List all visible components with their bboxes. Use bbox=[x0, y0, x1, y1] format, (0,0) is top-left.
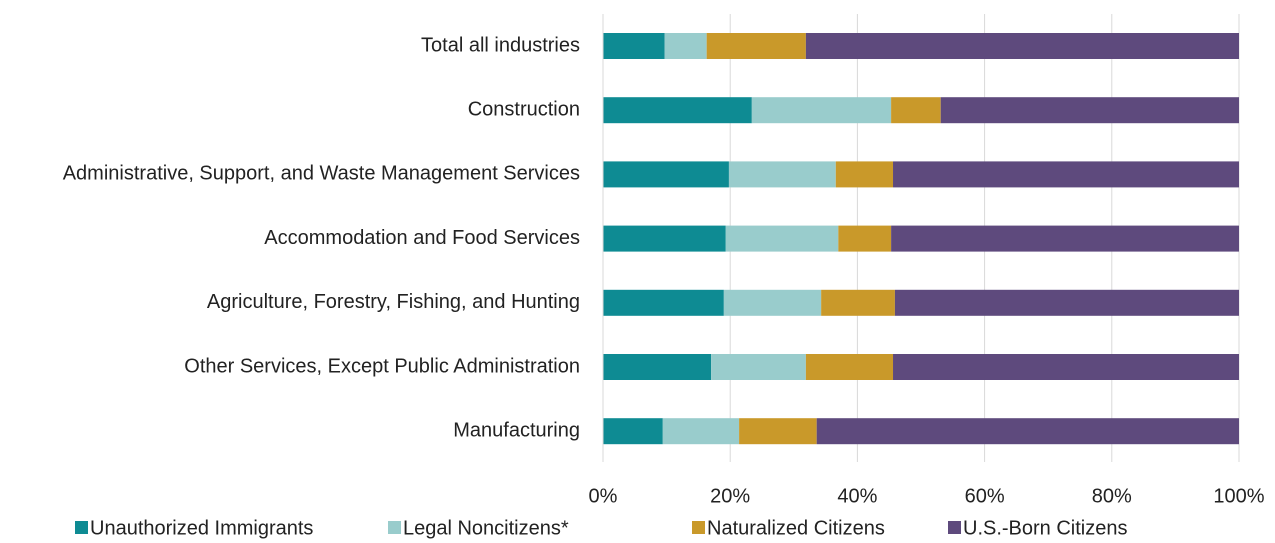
category-label: Construction bbox=[468, 98, 580, 120]
legend-label: U.S.-Born Citizens bbox=[963, 517, 1128, 539]
x-tick-label: 0% bbox=[589, 485, 618, 507]
bar-segment bbox=[739, 418, 817, 445]
category-label: Manufacturing bbox=[453, 419, 580, 441]
bar-segment bbox=[821, 289, 895, 316]
bar-segment bbox=[603, 354, 712, 380]
bar-segment bbox=[603, 225, 726, 252]
bar-segment bbox=[751, 97, 892, 124]
bar-segment bbox=[603, 289, 724, 316]
bar-segment bbox=[662, 418, 740, 445]
legend-label: Legal Noncitizens* bbox=[403, 517, 569, 539]
x-tick-label: 60% bbox=[965, 485, 1005, 507]
bar-segment bbox=[893, 161, 1239, 188]
category-label: Total all industries bbox=[421, 34, 580, 56]
bar-segment bbox=[711, 354, 806, 380]
x-tick-label: 80% bbox=[1092, 485, 1132, 507]
bar-segment bbox=[838, 225, 892, 252]
bar-segment bbox=[816, 418, 1239, 445]
bar-segment bbox=[603, 418, 663, 445]
bar-segment bbox=[891, 225, 1239, 252]
x-tick-label: 20% bbox=[710, 485, 750, 507]
legend-swatch bbox=[692, 521, 705, 534]
bar-segment bbox=[805, 354, 894, 380]
bar-segment bbox=[891, 97, 941, 124]
bar-segment bbox=[894, 289, 1239, 316]
category-label: Accommodation and Food Services bbox=[264, 227, 580, 249]
legend-swatch bbox=[948, 521, 961, 534]
category-label: Agriculture, Forestry, Fishing, and Hunt… bbox=[207, 291, 580, 313]
bar-segment bbox=[603, 33, 665, 59]
legend-label: Naturalized Citizens bbox=[707, 517, 885, 539]
x-tick-label: 40% bbox=[837, 485, 877, 507]
legend-label: Unauthorized Immigrants bbox=[90, 517, 313, 539]
x-tick-label: 100% bbox=[1213, 485, 1264, 507]
category-label: Administrative, Support, and Waste Manag… bbox=[63, 163, 580, 185]
bar-segment bbox=[706, 33, 806, 59]
bar-segment bbox=[603, 97, 752, 124]
legend-swatch bbox=[75, 521, 88, 534]
legend-swatch bbox=[388, 521, 401, 534]
bar-segment bbox=[940, 97, 1239, 124]
bar-segment bbox=[723, 289, 822, 316]
bar-segment bbox=[664, 33, 707, 59]
category-label: Other Services, Except Public Administra… bbox=[184, 355, 580, 377]
bar-segment bbox=[805, 33, 1239, 59]
bar-segment bbox=[893, 354, 1239, 380]
bar-segment bbox=[603, 161, 729, 188]
bar-segment bbox=[835, 161, 894, 188]
bar-segment bbox=[725, 225, 839, 252]
bar-segment bbox=[728, 161, 836, 188]
